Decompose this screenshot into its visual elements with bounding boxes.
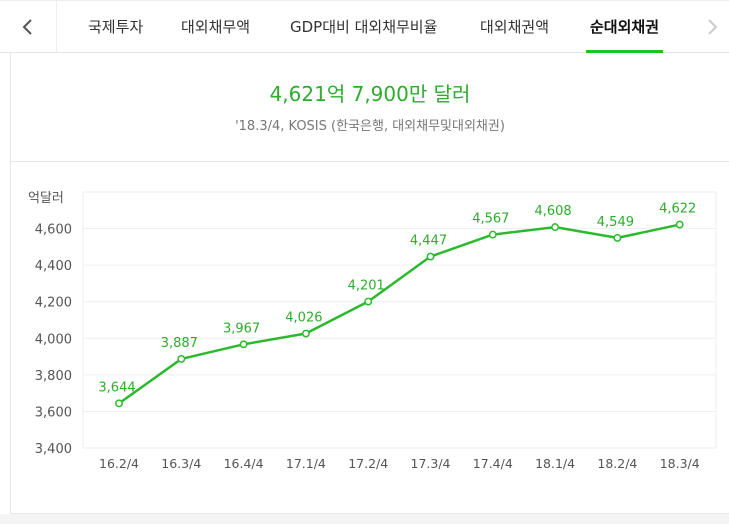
data-point — [488, 230, 497, 239]
headline-value: 4,621억 7,900만 달러 — [269, 82, 471, 106]
source-caption: '18.3/4, KOSIS (한국은행, 대외채무및대외채권) — [235, 119, 505, 134]
chevron-right-icon[interactable] — [694, 1, 729, 53]
y-tick-label: 4,600 — [35, 223, 72, 238]
tab-label: 순대외채권 — [590, 18, 660, 36]
data-point — [613, 233, 622, 242]
data-point — [675, 220, 684, 229]
data-point — [551, 223, 560, 232]
chart-panel: 억달러 3,400 3,600 3,800 4,000 4,200 4,400 4,600 16… — [10, 162, 729, 514]
data-label: 3,644 — [98, 380, 135, 395]
x-tick-label: 17.3/4 — [411, 456, 451, 471]
data-label: 4,447 — [410, 234, 447, 249]
data-point — [364, 297, 373, 306]
data-label: 4,567 — [472, 212, 509, 227]
data-label: 3,887 — [161, 336, 198, 351]
y-tick-label: 3,600 — [35, 405, 72, 420]
tab-external-debt[interactable]: 대외채무액 — [181, 1, 250, 53]
data-point — [115, 399, 123, 408]
data-point — [426, 252, 435, 261]
x-tick-label: 17.4/4 — [473, 456, 513, 471]
y-tick-label: 3,800 — [35, 369, 72, 384]
plot-area — [82, 191, 717, 449]
data-label: 4,608 — [534, 204, 571, 219]
series-line — [118, 223, 680, 405]
x-tick-label: 18.1/4 — [535, 456, 575, 471]
y-tick-label: 3,400 — [35, 442, 72, 457]
data-label: 3,967 — [223, 321, 260, 336]
x-tick-label: 16.4/4 — [224, 456, 264, 471]
x-tick-label: 16.2/4 — [99, 456, 139, 471]
y-tick-label: 4,400 — [35, 259, 72, 274]
data-label: 4,201 — [348, 279, 385, 294]
y-tick-label: 4,000 — [35, 332, 72, 347]
x-tick-label: 18.3/4 — [660, 456, 700, 471]
tab-external-claims[interactable]: 대외채권액 — [480, 1, 549, 53]
x-tick-label: 18.2/4 — [597, 456, 637, 471]
data-point — [239, 340, 248, 349]
tab-net-external-claims[interactable]: 순대외채권 — [586, 1, 664, 53]
chevron-left-icon-glyph — [22, 19, 32, 35]
data-point — [301, 329, 310, 338]
data-label: 4,622 — [659, 202, 696, 217]
tab-international-investment[interactable]: 국제투자 — [88, 1, 143, 53]
tab-debt-to-gdp[interactable]: GDP대비 대외채무비율 — [290, 1, 437, 53]
x-tick-label: 16.3/4 — [161, 456, 201, 471]
tab-label: 대외채권액 — [480, 18, 550, 36]
data-label: 4,026 — [285, 311, 322, 326]
x-tick-label: 17.2/4 — [348, 456, 388, 471]
tab-label: 대외채무액 — [181, 18, 251, 36]
y-axis-label: 억달러 — [28, 191, 64, 206]
y-tick-label: 4,200 — [35, 296, 72, 311]
line-chart: 억달러 3,400 3,600 3,800 4,000 4,200 4,400 4,600 16… — [28, 191, 717, 471]
data-point — [177, 354, 186, 363]
chevron-left-icon[interactable] — [0, 1, 57, 53]
summary-panel: 4,621억 7,900만 달러 '18.3/4, KOSIS (한국은행, 대… — [10, 53, 729, 162]
x-tick-label: 17.1/4 — [286, 456, 326, 471]
bottom-divider — [0, 514, 729, 524]
tab-bar: 국제투자 대외채무액 GDP대비 대외채무비율 대외채권액 순대외채권 — [0, 0, 729, 53]
chevron-right-icon-glyph — [707, 19, 717, 35]
tab-label: 국제투자 — [88, 18, 144, 36]
data-label: 4,549 — [597, 215, 634, 230]
tab-label: GDP대비 대외채무비율 — [290, 18, 438, 36]
active-tab-underline — [586, 50, 664, 53]
